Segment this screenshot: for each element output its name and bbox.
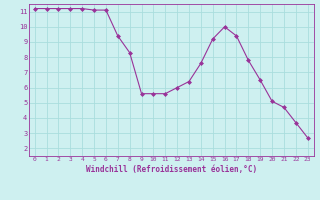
X-axis label: Windchill (Refroidissement éolien,°C): Windchill (Refroidissement éolien,°C) bbox=[86, 165, 257, 174]
